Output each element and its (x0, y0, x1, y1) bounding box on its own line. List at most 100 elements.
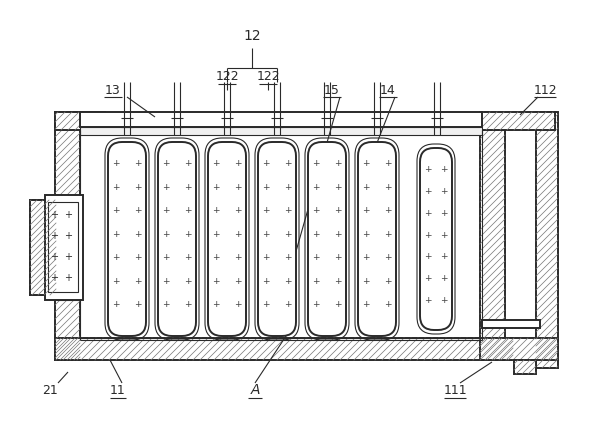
Bar (30, 200, 56, 295)
Text: +: + (262, 230, 270, 239)
Text: +: + (334, 160, 342, 168)
Text: +: + (212, 183, 220, 192)
Bar (80, 127, 482, 135)
Text: +: + (312, 277, 320, 286)
Text: +: + (262, 160, 270, 168)
FancyBboxPatch shape (358, 142, 396, 336)
Bar (55, 112, 80, 360)
Text: 14: 14 (380, 84, 396, 97)
Text: +: + (284, 160, 292, 168)
Bar (514, 360, 536, 374)
Text: +: + (262, 253, 270, 262)
Text: +: + (284, 277, 292, 286)
Text: +: + (284, 206, 292, 215)
Text: +: + (112, 253, 120, 262)
Text: +: + (284, 183, 292, 192)
Text: +: + (112, 183, 120, 192)
Text: +: + (424, 296, 432, 305)
Text: +: + (312, 206, 320, 215)
Text: +: + (212, 300, 220, 309)
Text: +: + (440, 187, 448, 196)
Text: +: + (112, 300, 120, 309)
Text: +: + (134, 160, 142, 168)
Text: +: + (424, 165, 432, 175)
Text: +: + (50, 273, 58, 283)
Bar (45, 195, 83, 300)
Text: +: + (384, 160, 392, 168)
Text: +: + (362, 206, 370, 215)
Text: +: + (362, 253, 370, 262)
FancyBboxPatch shape (208, 142, 246, 336)
Text: +: + (162, 183, 170, 192)
Text: +: + (284, 300, 292, 309)
Text: 13: 13 (105, 84, 121, 97)
Text: +: + (284, 230, 292, 239)
Text: +: + (212, 277, 220, 286)
Text: +: + (384, 277, 392, 286)
Text: +: + (440, 252, 448, 261)
Text: +: + (162, 206, 170, 215)
Text: 15: 15 (324, 84, 340, 97)
FancyBboxPatch shape (108, 142, 146, 336)
Text: +: + (262, 183, 270, 192)
Text: +: + (162, 230, 170, 239)
Text: +: + (362, 277, 370, 286)
Text: +: + (384, 183, 392, 192)
Text: +: + (440, 231, 448, 240)
Bar (48, 202, 78, 292)
Bar (55, 338, 513, 360)
Text: +: + (234, 253, 241, 262)
Text: +: + (212, 230, 220, 239)
Text: +: + (440, 209, 448, 218)
Text: +: + (362, 183, 370, 192)
Text: +: + (384, 300, 392, 309)
Text: +: + (234, 230, 241, 239)
Text: +: + (284, 253, 292, 262)
FancyBboxPatch shape (258, 142, 296, 336)
Text: +: + (50, 210, 58, 220)
FancyBboxPatch shape (158, 142, 196, 336)
Bar (480, 338, 558, 360)
Text: +: + (184, 183, 192, 192)
Text: +: + (64, 273, 72, 283)
Text: +: + (50, 252, 58, 262)
Text: A: A (250, 383, 260, 397)
Text: +: + (234, 183, 241, 192)
Text: 21: 21 (42, 384, 58, 397)
Text: +: + (134, 206, 142, 215)
Text: +: + (212, 160, 220, 168)
Text: +: + (64, 231, 72, 241)
Bar (482, 320, 540, 328)
Text: +: + (184, 160, 192, 168)
Bar (480, 112, 555, 130)
Text: +: + (262, 206, 270, 215)
Text: +: + (262, 277, 270, 286)
Text: +: + (362, 160, 370, 168)
Text: +: + (234, 277, 241, 286)
Text: +: + (134, 277, 142, 286)
Text: +: + (212, 253, 220, 262)
Text: +: + (312, 253, 320, 262)
Text: 122: 122 (215, 70, 239, 82)
Text: +: + (184, 206, 192, 215)
Text: +: + (312, 300, 320, 309)
Text: +: + (184, 230, 192, 239)
Bar (30, 200, 56, 295)
Text: +: + (312, 183, 320, 192)
Text: +: + (334, 253, 342, 262)
Text: +: + (334, 206, 342, 215)
FancyBboxPatch shape (308, 142, 346, 336)
Text: 11: 11 (110, 384, 126, 397)
Text: +: + (112, 277, 120, 286)
Text: +: + (234, 160, 241, 168)
Text: +: + (134, 253, 142, 262)
Text: +: + (162, 277, 170, 286)
Bar (536, 112, 558, 368)
Text: +: + (334, 230, 342, 239)
Text: +: + (134, 230, 142, 239)
Text: +: + (440, 274, 448, 283)
Text: +: + (64, 210, 72, 220)
Text: +: + (424, 252, 432, 261)
Text: 111: 111 (443, 384, 467, 397)
Text: +: + (334, 300, 342, 309)
